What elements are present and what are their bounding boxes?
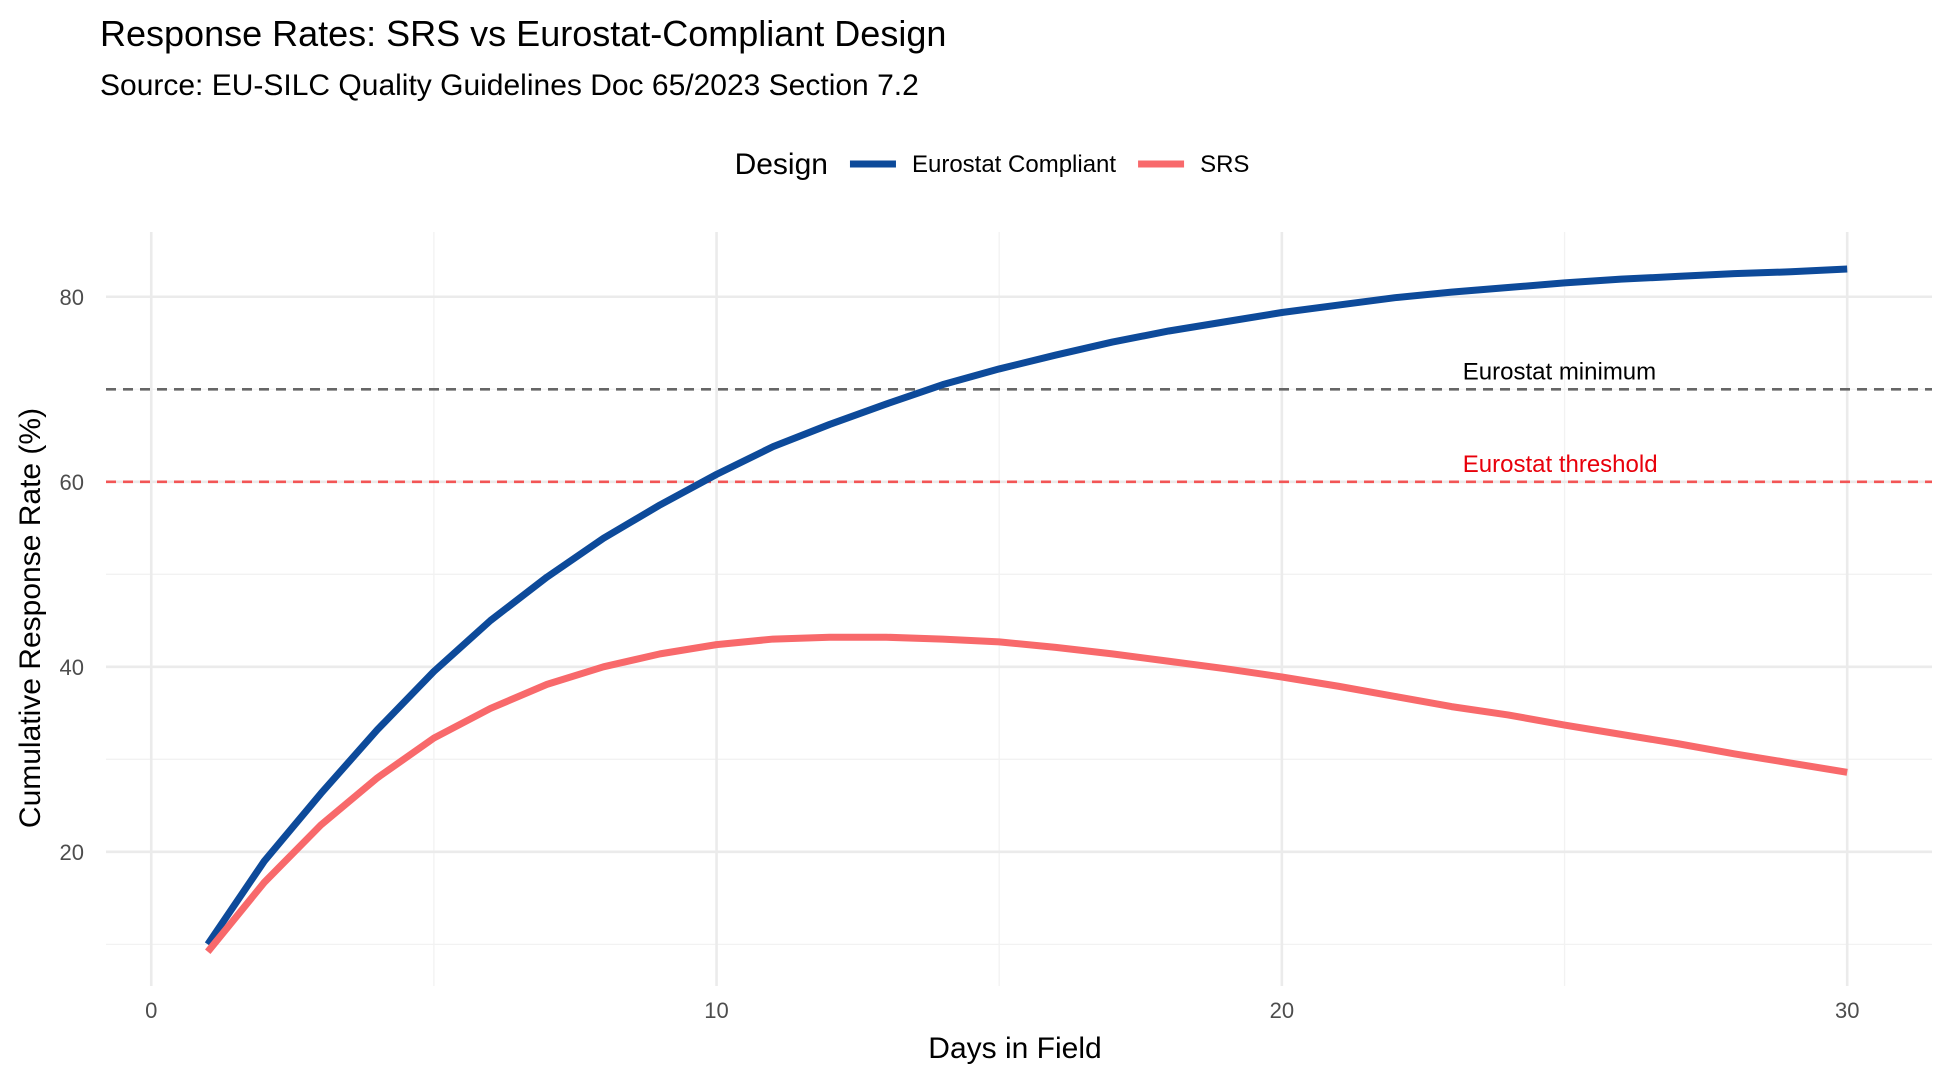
x-tick-label: 30 [1835, 998, 1859, 1023]
series-line-0 [204, 265, 1848, 947]
grid-layer [106, 232, 1932, 986]
y-axis-label: Cumulative Response Rate (%) [14, 408, 47, 828]
legend-label-0: Eurostat Compliant [912, 151, 1116, 178]
y-tick-label: 80 [60, 285, 84, 310]
x-tick-label: 20 [1270, 998, 1294, 1023]
reference-lines: Eurostat minimum Eurostat threshold [106, 358, 1932, 484]
y-tick-label: 40 [60, 655, 84, 680]
y-tick-label: 20 [60, 840, 84, 865]
chart-title: Response Rates: SRS vs Eurostat-Complian… [100, 13, 946, 54]
legend-title: Design [735, 148, 828, 181]
y-tick-label: 60 [60, 470, 84, 495]
tick-labels: 0 10 20 30 20 40 60 80 [60, 285, 1860, 1023]
legend: Design Eurostat Compliant SRS [735, 148, 1250, 181]
reference-line-label-1: Eurostat threshold [1463, 451, 1658, 478]
series-line-1 [205, 633, 1848, 954]
x-tick-label: 10 [704, 998, 728, 1023]
series-layer [204, 265, 1848, 954]
x-tick-label: 0 [145, 998, 157, 1023]
reference-line-label-0: Eurostat minimum [1463, 358, 1656, 385]
chart-subtitle: Source: EU-SILC Quality Guidelines Doc 6… [100, 69, 919, 102]
legend-label-1: SRS [1200, 151, 1249, 178]
x-axis-label: Days in Field [928, 1032, 1101, 1065]
